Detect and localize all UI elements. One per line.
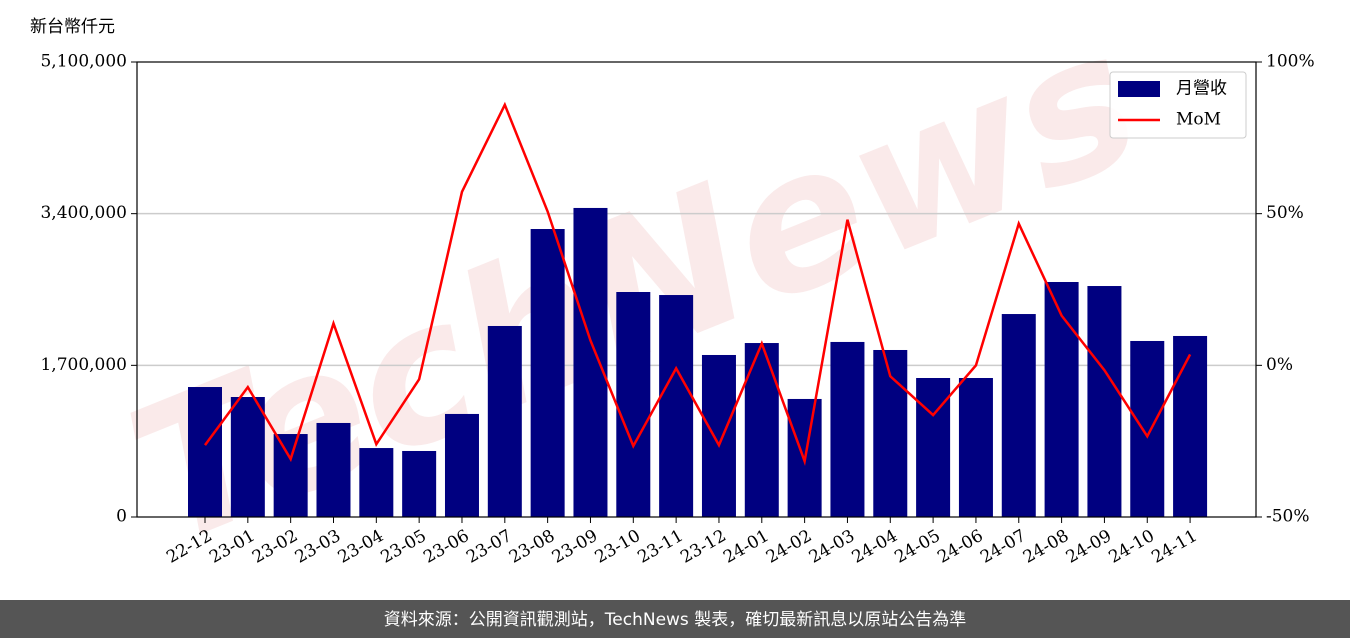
y-axis-label: 新台幣仟元 <box>30 17 115 37</box>
x-tick-label: 24-11 <box>1148 526 1200 568</box>
y-tick-label: 0 <box>116 507 127 527</box>
footer: 資料來源：公開資訊觀測站，TechNews 製表，確切最新訊息以原站公告為準 <box>384 610 966 630</box>
x-tick-label: 23-04 <box>335 526 387 568</box>
bar <box>316 422 351 517</box>
x-tick-label: 24-06 <box>934 526 986 568</box>
x-tick-label: 24-01 <box>720 526 772 568</box>
y2-tick-label: 0% <box>1266 355 1293 375</box>
legend-label: 月營收 <box>1176 79 1227 99</box>
bar <box>487 325 522 517</box>
x-tick-label: 23-12 <box>677 526 729 568</box>
y2-tick-label: -50% <box>1266 507 1310 527</box>
legend-swatch <box>1118 81 1160 97</box>
legend-label: MoM <box>1176 110 1221 130</box>
bar <box>188 387 222 517</box>
bar <box>616 291 651 517</box>
y2-tick-label: 50% <box>1266 203 1304 223</box>
bar <box>1001 314 1036 517</box>
x-tick-label: 24-10 <box>1106 526 1158 568</box>
x-tick-label: 24-03 <box>806 526 858 568</box>
bar <box>402 450 437 517</box>
footer-bar <box>0 600 1350 638</box>
bar <box>1130 340 1165 517</box>
y-tick-label: 5,100,000 <box>40 52 127 72</box>
bar <box>444 413 479 517</box>
x-tick-label: 23-06 <box>420 526 472 568</box>
bar <box>573 207 608 518</box>
x-tick-label: 24-02 <box>763 526 815 568</box>
line <box>203 101 1192 466</box>
x-tick-label: 24-08 <box>1020 526 1072 568</box>
x-tick-label: 23-08 <box>506 526 558 568</box>
bar <box>273 434 308 517</box>
x-tick-label: 24-04 <box>849 526 901 568</box>
x-tick-label: 23-09 <box>549 526 601 568</box>
x-tick-label: 23-05 <box>377 526 429 568</box>
bar <box>230 397 265 517</box>
y-tick-label: 1,700,000 <box>40 355 127 375</box>
bar <box>659 295 694 517</box>
bar <box>359 448 394 517</box>
bar <box>530 229 565 517</box>
bar <box>830 341 865 517</box>
legend: 月營收 MoM <box>1109 71 1247 139</box>
bar <box>1087 286 1122 517</box>
bar <box>916 378 951 517</box>
bar <box>701 354 736 517</box>
bar <box>1173 335 1208 517</box>
x-tick-label: 23-11 <box>634 526 686 568</box>
bar <box>958 378 993 517</box>
y-tick-label: 3,400,000 <box>40 203 127 223</box>
y2-tick-label: 100% <box>1266 52 1315 72</box>
bar <box>1044 282 1079 517</box>
x-tick-label: 24-09 <box>1063 526 1115 568</box>
plot-frame <box>136 61 1257 518</box>
x-tick-label: 23-07 <box>463 526 515 568</box>
x-tick-label: 23-10 <box>592 526 644 568</box>
x-tick-label: 24-07 <box>977 526 1029 568</box>
x-tick-label: 24-05 <box>891 526 943 568</box>
